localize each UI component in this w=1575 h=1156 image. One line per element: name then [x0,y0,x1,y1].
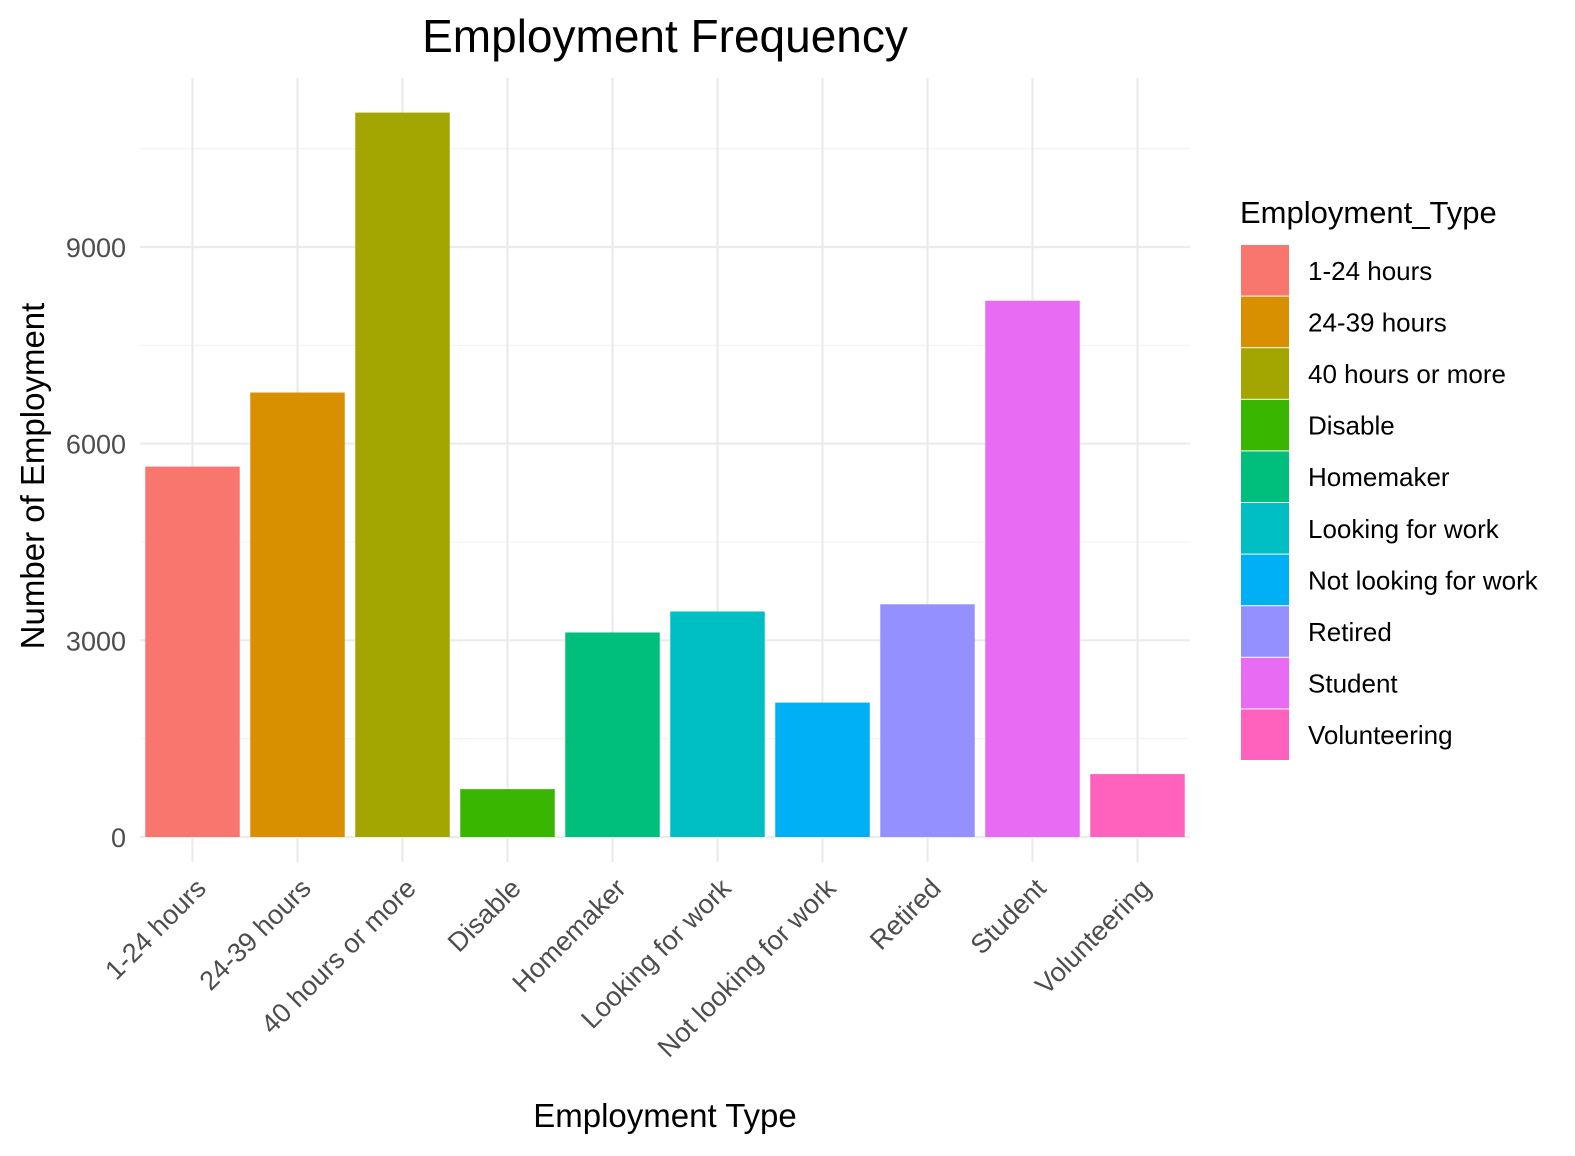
bar-student [985,300,1080,837]
legend-label: Student [1308,669,1398,699]
legend-label: Disable [1308,411,1395,441]
bar-24-39-hours [250,392,345,837]
bar-40-hours-or-more [355,112,450,838]
y-tick-label: 6000 [66,430,126,460]
legend-key [1241,503,1289,554]
bar-1-24-hours [145,466,240,837]
y-axis-title: Number of Employment [14,303,51,650]
legend-key [1241,245,1289,296]
y-tick-label: 9000 [66,233,126,263]
bar-retired [880,604,975,837]
x-axis-title: Employment Type [533,1097,797,1134]
y-tick-label: 3000 [66,626,126,656]
x-tick-label: Retired [864,873,947,956]
legend-label: Not looking for work [1308,565,1539,595]
y-tick-label: 0 [111,823,126,853]
legend-label: Volunteering [1308,720,1453,750]
legend-label: 40 hours or more [1308,359,1506,389]
x-tick-label: Disable [442,873,527,958]
legend-key [1241,296,1289,348]
bar-not-looking-for-work [775,702,870,837]
bars [145,112,1185,838]
bar-volunteering [1090,774,1185,837]
legend-key [1241,451,1289,502]
legend-label: 24-39 hours [1308,307,1447,337]
y-axis-tick-labels: 0 3000 6000 9000 [66,233,126,853]
legend-label: Retired [1308,617,1392,647]
legend-label: Looking for work [1308,514,1500,544]
legend-key [1241,554,1289,606]
legend-label: 1-24 hours [1308,256,1432,286]
bar-homemaker [565,632,660,837]
x-tick-label: Not looking for work [652,873,842,1063]
bar-looking-for-work [670,611,765,837]
x-tick-label: Student [965,873,1052,960]
legend-title: Employment_Type [1240,195,1497,230]
legend-key [1241,657,1289,709]
legend: Employment_Type 1-24 hours 24-39 hours 40 … [1240,195,1539,760]
legend-key [1241,709,1289,760]
legend-key [1241,348,1289,399]
x-tick-label: 1-24 hours [99,873,211,985]
legend-key [1241,606,1289,657]
chart-title: Employment Frequency [422,10,908,62]
legend-key [1241,399,1289,451]
bar-disable [460,789,555,837]
legend-label: Homemaker [1308,462,1450,492]
